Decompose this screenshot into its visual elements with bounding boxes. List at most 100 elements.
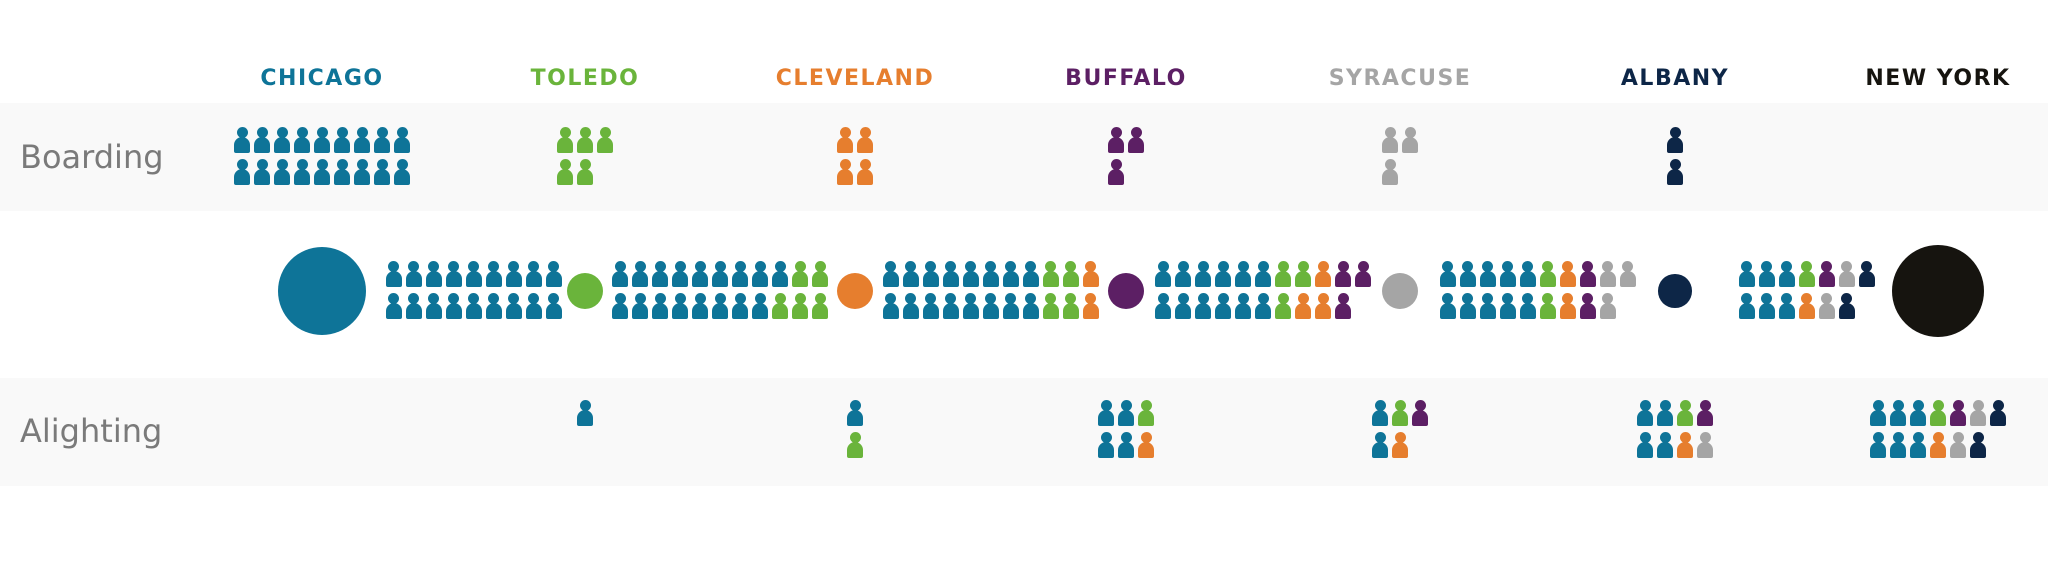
boarding-passenger-icon [393, 127, 411, 155]
onboard-passenger-icon [1062, 293, 1080, 321]
alighting-passenger-icon [1371, 400, 1389, 428]
alighting-passenger-icon [1869, 400, 1887, 428]
onboard-passenger-icon [1479, 293, 1497, 321]
alighting-passenger-icon [846, 400, 864, 428]
onboard-passenger-icon [445, 293, 463, 321]
onboard-passenger-icon [505, 261, 523, 289]
boarding-passenger-icon [293, 159, 311, 187]
city-header-buffalo: BUFFALO [1065, 66, 1187, 91]
onboard-passenger-icon [1294, 293, 1312, 321]
onboard-passenger-icon [711, 293, 729, 321]
alighting-passenger-icon [1656, 400, 1674, 428]
alighting-passenger-icon [1889, 432, 1907, 460]
onboard-passenger-icon [902, 261, 920, 289]
alighting-passenger-icon [1656, 432, 1674, 460]
boarding-label: Boarding [20, 138, 164, 176]
alighting-passenger-icon [1929, 400, 1947, 428]
onboard-passenger-icon [1002, 293, 1020, 321]
boarding-passenger-icon [253, 127, 271, 155]
onboard-passenger-icon [1539, 261, 1557, 289]
onboard-passenger-icon [771, 293, 789, 321]
onboard-passenger-icon [1154, 293, 1172, 321]
onboard-passenger-icon [1519, 293, 1537, 321]
city-header-toledo: TOLEDO [530, 66, 640, 91]
onboard-passenger-icon [1858, 261, 1876, 289]
onboard-passenger-icon [1499, 293, 1517, 321]
boarding-passenger-icon [1666, 159, 1684, 187]
onboard-passenger-icon [1758, 261, 1776, 289]
onboard-passenger-icon [1274, 293, 1292, 321]
onboard-passenger-icon [651, 293, 669, 321]
onboard-passenger-icon [942, 293, 960, 321]
boarding-passenger-icon [1107, 127, 1125, 155]
onboard-passenger-icon [1778, 293, 1796, 321]
station-marker-chicago [278, 247, 366, 335]
onboard-passenger-icon [962, 293, 980, 321]
city-header-new-york: NEW YORK [1865, 66, 2011, 91]
alighting-passenger-icon [1371, 432, 1389, 460]
onboard-passenger-icon [1042, 261, 1060, 289]
boarding-passenger-icon [596, 127, 614, 155]
onboard-passenger-icon [1738, 261, 1756, 289]
boarding-passenger-icon [333, 127, 351, 155]
onboard-passenger-icon [1082, 261, 1100, 289]
onboard-passenger-icon [1214, 261, 1232, 289]
onboard-passenger-icon [982, 261, 1000, 289]
onboard-passenger-icon [1778, 261, 1796, 289]
onboard-passenger-icon [1539, 293, 1557, 321]
boarding-passenger-icon [293, 127, 311, 155]
alighting-passenger-icon [1391, 400, 1409, 428]
alighting-passenger-icon [1097, 432, 1115, 460]
boarding-passenger-icon [333, 159, 351, 187]
onboard-passenger-icon [1838, 261, 1856, 289]
onboard-passenger-icon [1818, 293, 1836, 321]
onboard-passenger-icon [485, 293, 503, 321]
onboard-passenger-icon [1818, 261, 1836, 289]
onboard-passenger-icon [882, 293, 900, 321]
onboard-passenger-icon [1798, 293, 1816, 321]
onboard-passenger-icon [671, 261, 689, 289]
onboard-passenger-icon [791, 293, 809, 321]
onboard-passenger-icon [1154, 261, 1172, 289]
onboard-passenger-icon [385, 261, 403, 289]
alighting-passenger-icon [1137, 432, 1155, 460]
alighting-passenger-icon [1929, 432, 1947, 460]
onboard-passenger-icon [1738, 293, 1756, 321]
onboard-passenger-icon [631, 293, 649, 321]
alighting-passenger-icon [1889, 400, 1907, 428]
onboard-passenger-icon [982, 293, 1000, 321]
onboard-passenger-icon [882, 261, 900, 289]
boarding-passenger-icon [856, 159, 874, 187]
onboard-passenger-icon [485, 261, 503, 289]
onboard-passenger-icon [465, 293, 483, 321]
onboard-passenger-icon [962, 261, 980, 289]
boarding-passenger-icon [313, 127, 331, 155]
alighting-passenger-icon [1909, 400, 1927, 428]
boarding-passenger-icon [313, 159, 331, 187]
onboard-passenger-icon [611, 293, 629, 321]
alighting-passenger-icon [1969, 400, 1987, 428]
alighting-passenger-icon [1909, 432, 1927, 460]
onboard-passenger-icon [1579, 293, 1597, 321]
boarding-passenger-icon [576, 159, 594, 187]
boarding-passenger-icon [1666, 127, 1684, 155]
onboard-passenger-icon [631, 261, 649, 289]
boarding-passenger-icon [353, 159, 371, 187]
onboard-passenger-icon [1082, 293, 1100, 321]
onboard-passenger-icon [425, 261, 443, 289]
onboard-passenger-icon [1194, 293, 1212, 321]
onboard-passenger-icon [1174, 261, 1192, 289]
station-marker-albany [1658, 274, 1692, 308]
onboard-passenger-icon [1838, 293, 1856, 321]
boarding-passenger-icon [1381, 159, 1399, 187]
onboard-passenger-icon [1314, 293, 1332, 321]
alighting-passenger-icon [1117, 432, 1135, 460]
onboard-passenger-icon [1314, 261, 1332, 289]
alighting-passenger-icon [1696, 432, 1714, 460]
onboard-passenger-icon [942, 261, 960, 289]
boarding-passenger-icon [233, 159, 251, 187]
boarding-passenger-icon [1127, 127, 1145, 155]
onboard-passenger-icon [1499, 261, 1517, 289]
onboard-passenger-icon [1234, 261, 1252, 289]
